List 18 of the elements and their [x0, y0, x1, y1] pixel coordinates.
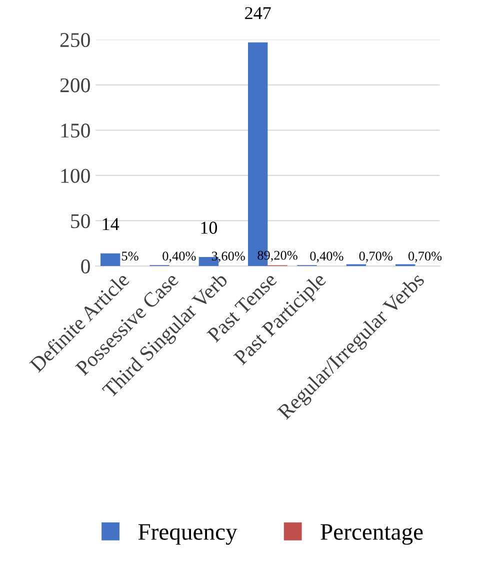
y-tick-label: 250 — [60, 32, 90, 48]
data-label: 247 — [245, 7, 271, 20]
y-tick-label: 50 — [71, 214, 90, 228]
y-tick-label: 100 — [61, 168, 90, 183]
data-label: 0,70% — [359, 252, 392, 262]
legend-label: Frequency — [138, 524, 238, 545]
data-label: 0,70% — [408, 252, 442, 262]
y-tick-label: 150 — [61, 124, 90, 138]
data-label: 3,60% — [212, 252, 245, 262]
data-label: 14 — [102, 218, 120, 230]
y-tick-label: 0 — [81, 259, 90, 274]
data-label: 0,40% — [162, 252, 196, 262]
y-tick-label: 200 — [60, 78, 90, 92]
data-label: 10 — [201, 222, 218, 234]
legend-label: Percentage — [320, 524, 423, 545]
bar — [100, 253, 120, 266]
data-label: 0,40% — [310, 252, 344, 262]
data-label: 5% — [122, 252, 138, 261]
